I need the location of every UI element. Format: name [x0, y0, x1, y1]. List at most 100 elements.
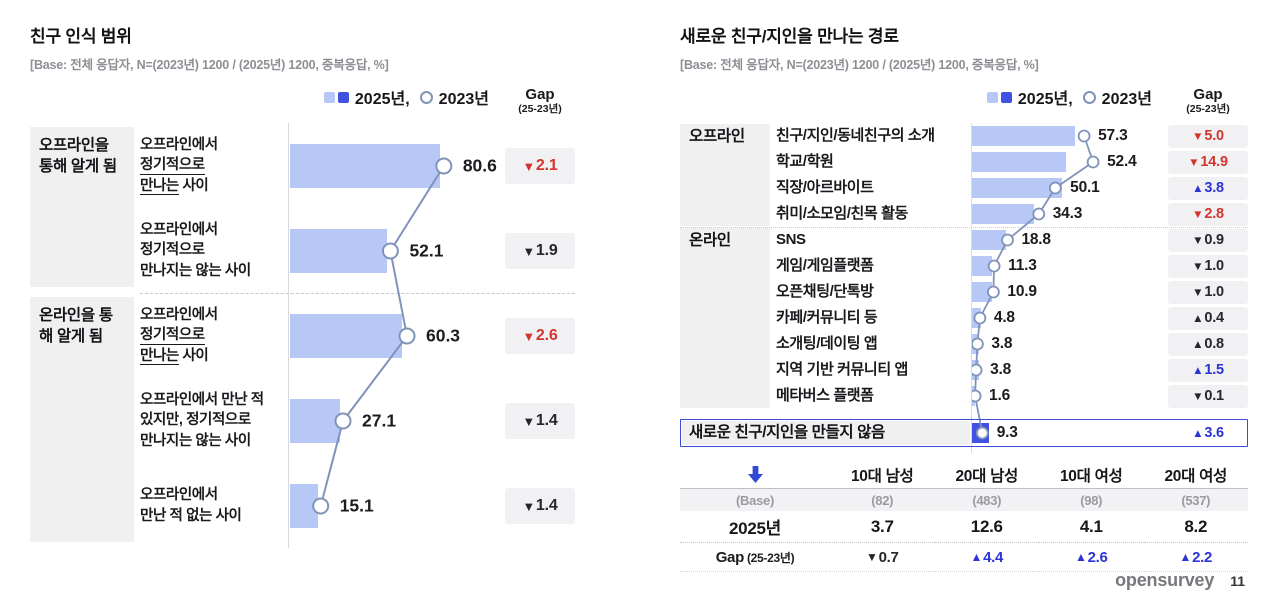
gap-value: ▼ 5.0: [1168, 124, 1248, 148]
legend-2023-circle-icon: [419, 90, 433, 104]
bar-2025: [972, 334, 979, 354]
gap-value: ▼ 1.0: [1168, 280, 1248, 304]
label-line: 정기적으로: [140, 327, 205, 345]
row-label: 친구/지인/동네친구의 소개: [776, 127, 935, 144]
group-separator: [680, 227, 1248, 228]
gap-subtitle: (25-23년): [1186, 102, 1230, 115]
row-group: 온라인: [680, 228, 770, 408]
value-2025: 27.1: [362, 410, 397, 431]
gap-value: ▲ 3.8: [1168, 176, 1248, 200]
value-2025: 11.3: [1008, 257, 1037, 274]
highlight-value-2025: 9.3: [996, 424, 1018, 441]
legend-2025-light-swatch-icon: [323, 91, 335, 103]
demographic-breakdown: 10대 남성 20대 남성 10대 여성 20대 여성 (Base) (82) (483)(…: [680, 461, 1248, 572]
chart-header: 2025년, 2023년 Gap (25-23년): [680, 85, 1248, 121]
chart-legend: 2025년, 2023년: [986, 85, 1152, 109]
label-line: 만나는 사이: [140, 177, 209, 196]
table-2025-value: 3.7: [830, 511, 935, 543]
value-2025: 15.1: [339, 495, 374, 516]
data-point-2023: [1077, 129, 1091, 143]
group-label: 오프라인을 통해 알게 됨: [39, 137, 117, 175]
table-row-label: Gap (25-23년): [680, 543, 830, 572]
row-group: 오프라인: [680, 124, 770, 226]
gap-value: ▼ 0.9: [1168, 228, 1248, 252]
bar-2025: [290, 399, 341, 443]
opensurvey-logo: opensurvey: [1115, 570, 1215, 590]
highlight-row-label: 새로운 친구/지인을 만들지 않음: [689, 424, 885, 441]
gap-value: ▼ 1.0: [1168, 254, 1248, 278]
bar-2025: [972, 178, 1063, 198]
table-gap-value: ▲ 2.2: [1143, 543, 1248, 572]
bar-2025: [290, 144, 440, 188]
row-label: 오프라인에서 정기적으로 만나지는 않는 사이: [140, 208, 290, 293]
table-gap-value: ▲ 4.4: [934, 543, 1039, 572]
chart-panels: 친구 인식 범위 [Base: 전체 응답자, N=(2023년) 1200 /…: [30, 22, 1248, 572]
value-2025: 3.8: [991, 335, 1013, 352]
table-row-label: (Base): [680, 489, 830, 511]
data-point-2023: [1032, 207, 1046, 221]
gap-column-header: Gap (25-23년): [505, 85, 575, 115]
bar-2025: [972, 282, 992, 302]
highlight-label-background: [682, 421, 970, 445]
data-point-2023: [1086, 155, 1100, 169]
highlight-bar-2025: [972, 423, 989, 443]
gap-subtitle: (25-23년): [518, 102, 562, 115]
gap-value: ▲ 0.8: [1168, 332, 1248, 356]
row-label-text: 오프라인에서 정기적으로 만나는 사이: [140, 305, 218, 367]
label-line: 정기적으로: [140, 157, 205, 175]
table-base-value: (483): [934, 489, 1039, 511]
value-2025: 34.3: [1052, 205, 1083, 222]
table-col-header: 20대 남성: [934, 461, 1039, 489]
chart-header: 2025년, 2023년 Gap (25-23년): [30, 85, 575, 121]
row-label: 오프라인에서 정기적으로 만나는 사이: [140, 293, 290, 378]
label-line: 있지만, 정기적으로: [140, 412, 251, 429]
panel-friend-recognition-scope: 친구 인식 범위 [Base: 전체 응답자, N=(2023년) 1200 /…: [30, 22, 575, 572]
value-2025: 3.8: [990, 361, 1012, 378]
table-base-value: (537): [1143, 489, 1248, 511]
label-line: 만난 적 없는 사이: [140, 507, 242, 524]
gap-value: ▼ 1.4: [505, 403, 575, 439]
row-label: 직장/아르바이트: [776, 179, 874, 196]
bar-2025: [972, 256, 993, 276]
new-friend-channels-chart: 오프라인 온라인 친구/지인/동네친구의 소개 학교/학원 직장/아르바이트 취미/소모임…: [680, 123, 1248, 453]
value-2025: 1.6: [989, 387, 1010, 404]
value-2025: 57.3: [1098, 127, 1128, 144]
gap-value: ▼ 2.8: [1168, 202, 1248, 226]
bar-2025: [290, 484, 319, 528]
legend-2025-dark-swatch-icon: [337, 91, 349, 103]
gap-value: ▼ 0.1: [1168, 384, 1248, 408]
gap-column-header: Gap (25-23년): [1168, 85, 1248, 115]
gap-value: ▼ 1.9: [505, 233, 575, 269]
label-line: 정기적으로: [140, 242, 205, 259]
group-label: 오프라인: [689, 128, 745, 145]
label-line: 오프라인에서: [140, 306, 218, 323]
row-label-text: 오프라인에서 정기적으로 만나는 사이: [140, 135, 218, 197]
chart-legend: 2025년, 2023년: [323, 85, 489, 109]
value-2025: 60.3: [425, 325, 461, 346]
gap-value: ▼ 1.4: [505, 488, 575, 524]
gap-value: ▼ 14.9: [1168, 150, 1248, 174]
table-2025-value: 12.6: [934, 511, 1039, 543]
demographic-table: 10대 남성 20대 남성 10대 여성 20대 여성 (Base) (82) (483)(…: [680, 461, 1248, 572]
label-line: 오프라인에서 만난 적: [140, 391, 264, 408]
row-label: 카페/커뮤니티 등: [776, 309, 878, 326]
label-line: 오프라인에서: [140, 486, 218, 503]
axis-line: [288, 123, 289, 548]
legend-2023-label: 2023년: [1101, 91, 1152, 108]
bar-2025: [290, 229, 387, 273]
value-2025: 80.6: [462, 155, 497, 176]
value-2025: 4.8: [993, 309, 1015, 326]
gap-value: ▲ 1.5: [1168, 358, 1248, 382]
legend-2025-label: 2025년,: [354, 91, 410, 108]
row-label: 오프라인에서 정기적으로 만나는 사이: [140, 123, 290, 208]
value-2025: 10.9: [1007, 283, 1037, 300]
label-line: 만나지는 않는 사이: [140, 262, 251, 279]
table-gap-value: ▲ 2.6: [1039, 543, 1144, 572]
row-label: 지역 기반 커뮤니티 앱: [776, 361, 908, 378]
bar-2025: [972, 386, 975, 406]
row-label-text: 오프라인에서 정기적으로 만나지는 않는 사이: [140, 220, 251, 282]
table-col-header: 10대 여성: [1039, 461, 1144, 489]
legend-2023-circle-icon: [1082, 90, 1096, 104]
